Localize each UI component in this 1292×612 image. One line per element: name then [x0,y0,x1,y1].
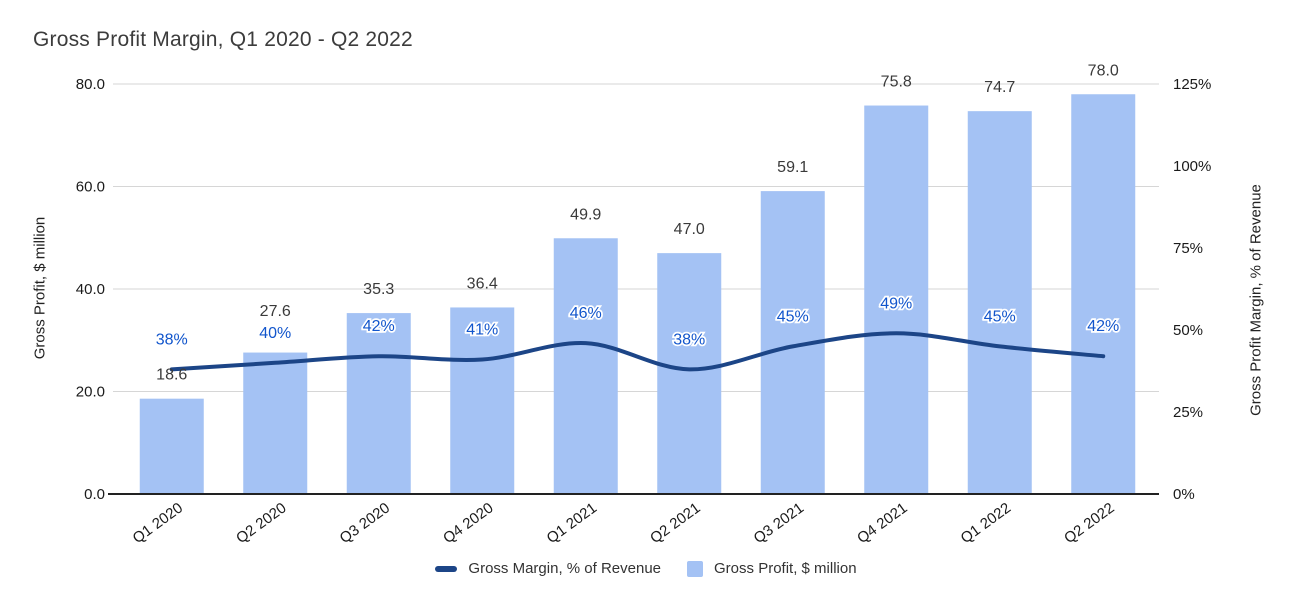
x-axis-label: Q1 2021 [544,499,601,547]
legend-item-gross-profit[interactable]: Gross Profit, $ million [687,560,857,577]
percent-data-label: 38% [673,331,705,348]
x-axis-label: Q2 2020 [233,499,290,547]
percent-data-label: 41% [466,322,498,339]
bar-data-label: 49.9 [570,206,601,223]
x-axis-label: Q1 2020 [130,499,187,547]
left-axis-tick-label: 40.0 [76,281,105,298]
bar-q3-2020[interactable] [346,313,411,494]
bar-data-label: 75.8 [881,74,912,91]
bar-q2-2021[interactable] [657,253,722,494]
right-axis-tick-label: 75% [1173,240,1203,257]
chart-title: Gross Profit Margin, Q1 2020 - Q2 2022 [33,28,413,51]
bar-data-label: 59.1 [777,159,808,176]
legend-label: Gross Profit, $ million [714,560,857,577]
percent-data-label: 38% [156,331,188,348]
gross-margin-line [169,331,1106,372]
bar-q2-2020[interactable] [243,352,308,494]
bar-data-label: 78.0 [1088,62,1119,79]
percent-data-label: 49% [880,295,912,312]
x-axis-label: Q4 2020 [440,499,497,547]
percent-data-label: 42% [1087,318,1119,335]
right-axis-tick-label: 100% [1173,158,1211,175]
legend-label: Gross Margin, % of Revenue [468,560,662,577]
x-axis-label: Q4 2021 [854,499,911,547]
legend-item-gross-margin[interactable]: Gross Margin, % of Revenue [435,560,661,577]
right-axis-tick-label: 25% [1173,404,1203,421]
bar-data-label: 18.6 [156,367,187,384]
bar-q2-2022[interactable] [1071,94,1136,494]
left-axis-tick-label: 0.0 [84,486,105,503]
percent-data-label: 42% [363,318,395,335]
percent-data-label: 45% [984,308,1016,325]
bar-data-label: 36.4 [467,275,498,292]
bar-data-label: 47.0 [674,221,705,238]
line-swatch-icon [435,565,458,572]
bar-q1-2020[interactable] [139,398,204,494]
x-axis-label: Q2 2022 [1061,499,1118,547]
right-axis-tick-label: 50% [1173,322,1203,339]
percent-data-label: 40% [259,325,291,342]
left-axis-tick-label: 80.0 [76,76,105,93]
bar-q1-2021[interactable] [553,238,618,494]
right-axis-tick-label: 0% [1173,486,1195,503]
bar-q4-2020[interactable] [450,307,515,494]
legend: Gross Margin, % of Revenue Gross Profit,… [0,560,1292,577]
x-axis-label: Q1 2022 [958,499,1015,547]
bar-data-label: 35.3 [363,281,394,298]
left-axis-tick-label: 20.0 [76,384,105,401]
bar-data-label: 74.7 [984,79,1015,96]
bar-q1-2022[interactable] [967,111,1032,494]
percent-data-label: 45% [777,308,809,325]
percent-data-label: 46% [570,305,602,322]
x-axis-label: Q3 2020 [337,499,394,547]
bar-swatch-icon [687,560,704,577]
x-axis-label: Q2 2021 [647,499,704,547]
right-axis-tick-label: 125% [1173,76,1211,93]
bar-data-label: 27.6 [260,303,291,320]
left-axis-tick-label: 60.0 [76,179,105,196]
x-axis-label: Q3 2021 [751,499,808,547]
bar-q4-2021[interactable] [864,105,929,495]
